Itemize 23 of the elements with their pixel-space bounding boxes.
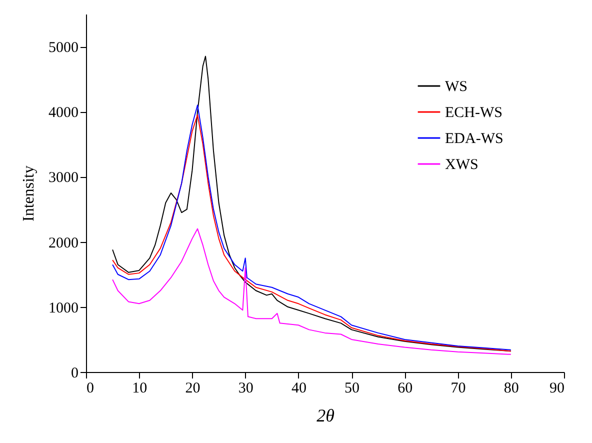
x-tick-label: 50	[344, 380, 360, 396]
x-tick-label: 10	[132, 380, 148, 396]
x-tick-label: 90	[550, 380, 564, 396]
y-tick-label: 5000	[48, 40, 78, 56]
legend-label: EDA-WS	[445, 131, 504, 147]
x-tick-label: 0	[86, 380, 94, 396]
y-tick-label: 0	[71, 366, 78, 382]
legend-label: WS	[445, 79, 468, 95]
y-tick-label: 3000	[48, 170, 78, 186]
x-tick-label: 60	[398, 380, 413, 396]
x-tick-label: 30	[238, 380, 254, 396]
legend-label: ECH-WS	[445, 105, 502, 121]
x-tick-label: 70	[450, 380, 466, 396]
y-tick-label: 1000	[48, 300, 78, 316]
x-tick-label: 20	[185, 380, 200, 396]
y-axis-title: Intensity	[20, 166, 38, 222]
line-series	[112, 228, 512, 355]
legend-label: XWS	[445, 157, 478, 173]
x-tick-label: 80	[504, 380, 519, 396]
x-axis-title: 2θ	[316, 406, 335, 426]
y-tick-label: 2000	[48, 235, 78, 252]
x-tick-label: 40	[291, 380, 306, 396]
y-tick-label: 4000	[48, 105, 78, 122]
